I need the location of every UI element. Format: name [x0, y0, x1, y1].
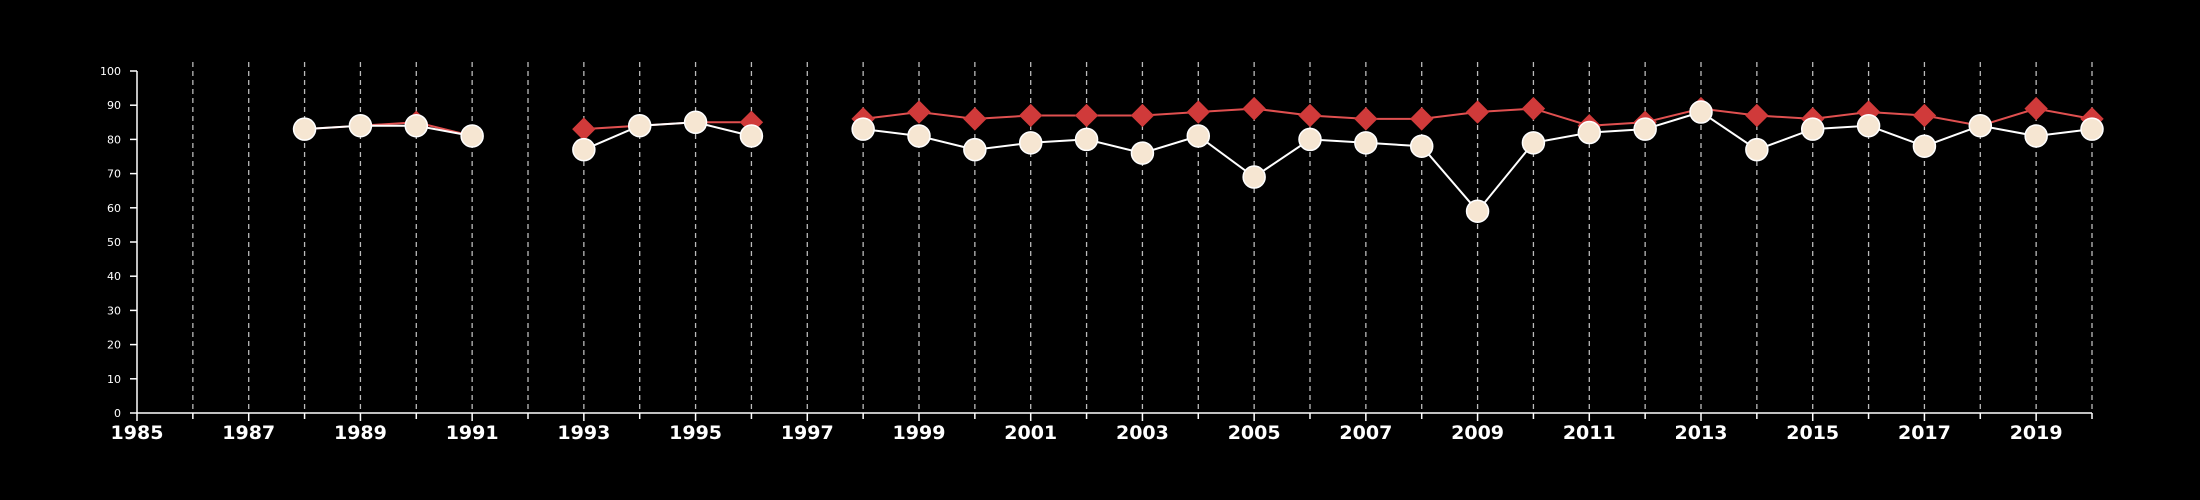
y-tick-label: 90	[107, 99, 121, 112]
data-point-circle	[2080, 117, 2104, 141]
data-point-circle	[1912, 134, 1937, 158]
y-tick-label: 40	[107, 270, 121, 283]
x-tick-label: 2011	[1563, 422, 1616, 444]
y-tick-label: 30	[107, 304, 121, 317]
y-tick-label: 50	[107, 236, 121, 249]
data-point-circle	[1689, 100, 1713, 124]
y-tick-label: 70	[107, 168, 121, 181]
data-point-diamond	[1521, 96, 1546, 121]
y-tick-label: 80	[107, 133, 121, 146]
series-line-white	[583, 121, 752, 151]
x-tick-label: 2017	[1898, 422, 1951, 444]
x-tick-label: 1995	[669, 422, 722, 444]
data-point-circle	[292, 117, 317, 141]
x-tick-label: 1985	[111, 422, 164, 444]
x-tick-label: 1989	[334, 422, 387, 444]
data-point-circle	[572, 137, 596, 162]
x-tick-label: 2005	[1228, 422, 1281, 444]
data-point-circle	[1354, 131, 1378, 155]
data-point-circle	[739, 124, 764, 148]
data-point-diamond	[1912, 103, 1937, 128]
series-line-white	[304, 124, 473, 137]
data-point-circle	[851, 117, 875, 141]
data-point-circle	[1633, 117, 1657, 141]
data-point-circle	[460, 124, 484, 148]
data-point-diamond	[1354, 107, 1378, 131]
x-tick-label: 2003	[1116, 422, 1169, 444]
data-point-circle	[348, 113, 373, 138]
grid-lines	[192, 62, 2093, 413]
data-point-circle	[1130, 141, 1155, 165]
data-point-diamond	[963, 107, 987, 131]
data-point-circle	[1409, 134, 1434, 158]
data-point-diamond	[1074, 103, 1099, 128]
data-point-circle	[404, 113, 429, 138]
data-point-circle	[1856, 113, 1881, 138]
x-tick-label: 2009	[1451, 422, 1504, 444]
data-point-diamond	[1186, 100, 1210, 124]
series-group	[292, 96, 2104, 223]
y-tick-label: 0	[114, 407, 121, 420]
y-tick-label: 100	[100, 65, 121, 78]
data-point-diamond	[1130, 103, 1155, 128]
data-point-diamond	[1298, 103, 1322, 128]
data-point-circle	[1521, 131, 1546, 155]
data-point-diamond	[1242, 96, 1266, 121]
series-line-red	[304, 121, 473, 137]
axes: 0 10 20 30 40 50 60 70 80 90 100 1985 1987 1989 1991 19…	[100, 65, 2093, 444]
data-point-diamond	[2024, 96, 2048, 121]
data-point-circle	[907, 124, 931, 148]
y-tick-label: 60	[107, 202, 121, 215]
x-tick-label: 2007	[1339, 422, 1392, 444]
data-point-circle	[1018, 131, 1043, 155]
x-tick-label: 2001	[1004, 422, 1057, 444]
x-tick-label: 1997	[781, 422, 834, 444]
data-point-circle	[1242, 165, 1266, 189]
x-tick-label: 1987	[222, 422, 275, 444]
data-point-circle	[1745, 137, 1769, 162]
data-point-diamond	[1019, 103, 1043, 128]
x-tick-label: 2015	[1786, 422, 1839, 444]
data-point-diamond	[1465, 100, 1490, 124]
data-point-diamond	[1410, 107, 1434, 131]
data-point-circle	[1577, 120, 1602, 145]
x-tick-label: 1991	[446, 422, 499, 444]
data-point-circle	[2024, 124, 2048, 148]
data-point-circle	[1465, 199, 1490, 223]
x-tick-label: 1999	[893, 422, 946, 444]
data-point-circle	[627, 113, 652, 138]
data-point-circle	[1800, 117, 1825, 141]
y-tick-label: 20	[107, 339, 121, 352]
x-tick-label: 1993	[557, 422, 610, 444]
data-point-circle	[1186, 124, 1211, 148]
x-tick-label: 2019	[2010, 422, 2063, 444]
data-point-circle	[683, 110, 708, 135]
x-tick-label: 2013	[1675, 422, 1728, 444]
data-point-diamond	[1745, 103, 1769, 128]
data-point-diamond	[907, 100, 931, 124]
data-point-circle	[1298, 127, 1322, 152]
data-point-circle	[1968, 113, 1993, 138]
data-point-circle	[1074, 127, 1099, 152]
y-tick-label: 10	[107, 373, 121, 386]
data-point-circle	[963, 137, 987, 162]
data-point-diamond	[572, 117, 596, 141]
